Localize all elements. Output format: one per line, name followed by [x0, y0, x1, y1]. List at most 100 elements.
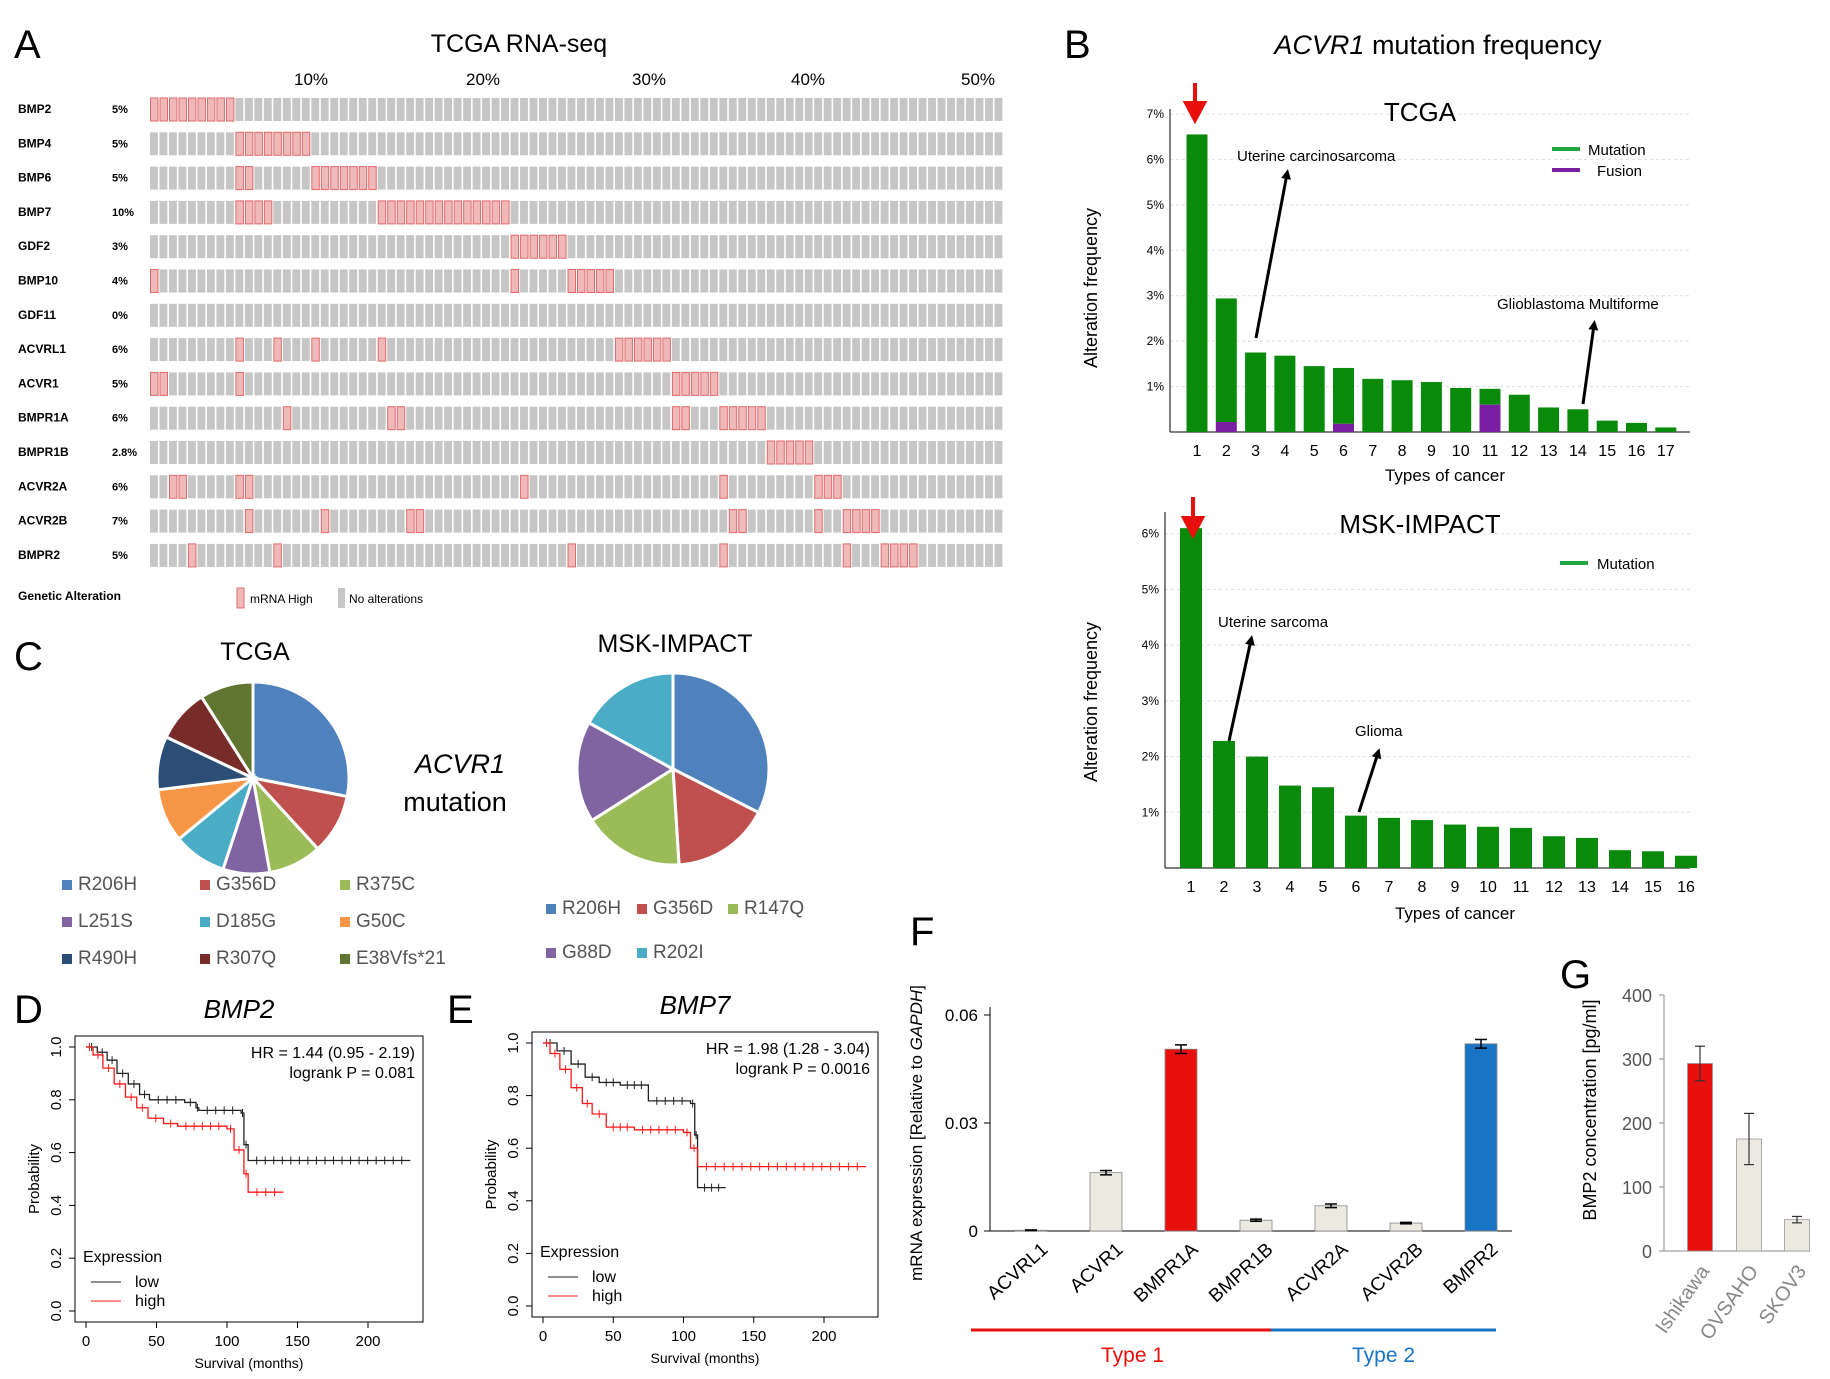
oncoprint-cell — [833, 269, 842, 293]
oncoprint-cell — [956, 98, 965, 121]
oncoprint-cell — [624, 372, 633, 396]
oncoprint-cell — [785, 303, 794, 327]
y-tick-label: 100 — [1622, 1178, 1652, 1198]
oncoprint-cell — [396, 475, 405, 499]
oncoprint-cell — [358, 200, 367, 224]
oncoprint-cell-altered — [662, 337, 671, 362]
oncoprint-cell — [539, 166, 547, 190]
oncoprint-cell-altered — [871, 509, 880, 534]
legend-swatch — [62, 880, 72, 890]
oncoprint-cell — [311, 441, 320, 464]
oncoprint-cell — [339, 475, 348, 499]
legend-label: G50C — [356, 911, 406, 932]
oncoprint-cell — [406, 406, 415, 430]
mutation-bar — [1246, 756, 1268, 868]
oncoprint-cell — [301, 509, 310, 533]
oncoprint-cell — [453, 372, 462, 396]
oncoprint-cell — [966, 98, 974, 121]
oncoprint-cell — [501, 441, 509, 464]
oncoprint-cell — [614, 509, 623, 533]
oncoprint-cell — [377, 509, 386, 533]
oncoprint-cell — [880, 98, 889, 121]
x-tick-label: 4 — [1280, 443, 1289, 460]
oncoprint-cell — [339, 303, 348, 327]
oncoprint-cell — [728, 132, 737, 156]
oncoprint-cell — [871, 269, 880, 293]
oncoprint-cell — [273, 235, 282, 259]
hazard-ratio: HR = 1.98 (1.28 - 3.04) — [706, 1041, 870, 1058]
oncoprint-cell — [510, 475, 519, 499]
oncoprint-cell — [567, 338, 576, 362]
oncoprint-cell — [358, 372, 367, 396]
oncoprint-cell — [747, 372, 756, 396]
oncoprint-cell — [178, 372, 187, 396]
oncoprint-cell — [985, 543, 993, 567]
oncoprint-cell — [605, 338, 614, 362]
x-tick-label: 6 — [1339, 443, 1348, 460]
oncoprint-cell — [595, 235, 604, 259]
oncoprint-cell — [377, 98, 386, 121]
oncoprint-cell — [387, 543, 396, 567]
gene-percent: 5% — [112, 173, 128, 185]
oncoprint-cell — [491, 235, 500, 259]
oncoprint-cell — [918, 235, 927, 259]
oncoprint-cell — [358, 235, 367, 259]
oncoprint-cell — [434, 98, 443, 121]
oncoprint-cell — [586, 372, 595, 396]
oncoprint-title: TCGA RNA-seq — [431, 30, 607, 58]
x-tick-label: 15 — [1644, 879, 1662, 896]
oncoprint-cell-altered — [643, 337, 652, 362]
oncoprint-cell — [861, 98, 870, 121]
oncoprint-cell — [766, 543, 775, 567]
oncoprint-cell — [510, 132, 519, 156]
oncoprint-cell — [899, 132, 908, 156]
oncoprint-cell — [529, 372, 538, 396]
oncoprint-cell-altered — [406, 200, 415, 225]
legend-label-fusion: Fusion — [1597, 163, 1642, 180]
oncoprint-cell — [757, 166, 766, 190]
oncoprint-cell — [482, 372, 490, 396]
oncoprint-cell — [624, 200, 633, 224]
oncoprint-cell — [947, 200, 955, 224]
oncoprint-cell — [985, 372, 993, 396]
oncoprint-cell — [833, 509, 842, 533]
oncoprint-cell — [368, 338, 377, 362]
oncoprint-cell — [463, 509, 472, 533]
oncoprint-cell — [871, 303, 880, 327]
oncoprint-cell — [254, 509, 263, 533]
oncoprint-cell — [918, 475, 927, 499]
oncoprint-cell — [681, 441, 690, 464]
oncoprint-cell — [709, 303, 718, 327]
oncoprint-cell-altered — [244, 131, 254, 156]
oncoprint-cell-altered — [387, 406, 396, 431]
oncoprint-cell — [558, 509, 566, 533]
oncoprint-cell — [842, 303, 851, 327]
oncoprint-cell — [577, 98, 585, 121]
oncoprint-cell — [643, 235, 652, 259]
legend-label: R206H — [562, 898, 621, 919]
oncoprint-cell — [671, 269, 680, 293]
oncoprint-cell — [577, 303, 585, 327]
oncoprint-cell — [520, 543, 528, 567]
oncoprint-cell — [814, 200, 823, 224]
oncoprint-cell — [548, 406, 557, 430]
oncoprint-cell-altered — [235, 371, 244, 396]
acvr1-gene-label: ACVR1 — [413, 749, 505, 779]
oncoprint-cell — [833, 200, 842, 224]
oncoprint-cell — [890, 338, 899, 362]
pie-slice — [251, 680, 351, 799]
oncoprint-cell-altered — [150, 97, 159, 122]
gene-percent: 7% — [112, 516, 128, 528]
oncoprint-cell — [804, 372, 813, 396]
oncoprint-cell — [178, 441, 187, 464]
panel-c-pie-charts: TCGA MSK-IMPACT ACVR1 mutation R206H G356… — [62, 630, 804, 969]
x-tick-label: 11 — [1513, 879, 1530, 896]
oncoprint-cell — [434, 303, 443, 327]
oncoprint-cell — [776, 200, 785, 224]
oncoprint-cell — [444, 509, 453, 533]
oncoprint-cell — [909, 132, 917, 156]
oncoprint-cell — [425, 509, 434, 533]
oncoprint-cell — [852, 166, 861, 190]
oncoprint-cell — [330, 406, 339, 430]
oncoprint-cell — [747, 338, 756, 362]
